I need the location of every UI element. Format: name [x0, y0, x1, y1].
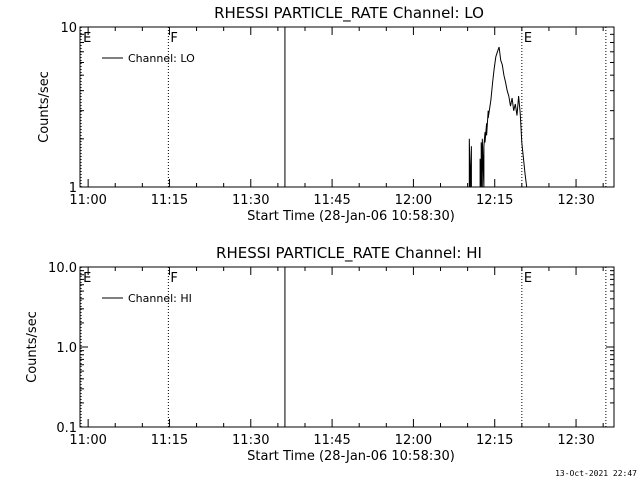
x-tick-label: 11:45 [313, 193, 350, 208]
footer-timestamp: 13-Oct-2021 22:47 [555, 469, 637, 478]
x-tick-label: 12:30 [557, 193, 594, 208]
x-axis-label: Start Time (28-Jan-06 10:58:30) [247, 209, 455, 224]
event-marker-label: F [170, 31, 177, 46]
event-marker-label: F [170, 271, 177, 286]
plot-frame [79, 266, 615, 428]
event-marker-label: E [83, 31, 91, 46]
x-tick-label: 11:30 [232, 193, 269, 208]
series-line [468, 46, 533, 188]
y-tick-label: 1 [69, 181, 77, 196]
legend-label: Channel: LO [128, 52, 195, 65]
x-tick-label: 11:15 [151, 433, 188, 448]
event-marker-label: E [524, 31, 532, 46]
x-tick-label: 12:15 [476, 433, 513, 448]
x-axis-label: Start Time (28-Jan-06 10:58:30) [247, 449, 455, 464]
x-tick-label: 11:45 [313, 433, 350, 448]
y-tick-label: 1.0 [56, 341, 77, 356]
x-tick-label: 12:30 [557, 433, 594, 448]
x-tick-label: 11:30 [232, 433, 269, 448]
x-tick-label: 12:15 [476, 193, 513, 208]
y-tick-label: 10 [60, 21, 77, 36]
legend-label: Channel: HI [128, 292, 192, 305]
y-axis-label: Counts/sec [25, 311, 40, 383]
y-tick-label: 0.1 [56, 421, 77, 436]
x-tick-label: 12:00 [395, 193, 432, 208]
x-tick-label: 11:15 [151, 193, 188, 208]
chart-title: RHESSI PARTICLE_RATE Channel: LO [214, 4, 484, 23]
x-tick-label: 11:00 [69, 193, 106, 208]
y-tick-label: 10.0 [48, 261, 77, 276]
plot-frame [79, 26, 615, 188]
x-tick-label: 12:00 [395, 433, 432, 448]
chart-title: RHESSI PARTICLE_RATE Channel: HI [216, 244, 482, 263]
y-axis-label: Counts/sec [37, 71, 52, 143]
event-marker-label: E [83, 271, 91, 286]
x-tick-label: 11:00 [69, 433, 106, 448]
event-marker-label: E [524, 271, 532, 286]
